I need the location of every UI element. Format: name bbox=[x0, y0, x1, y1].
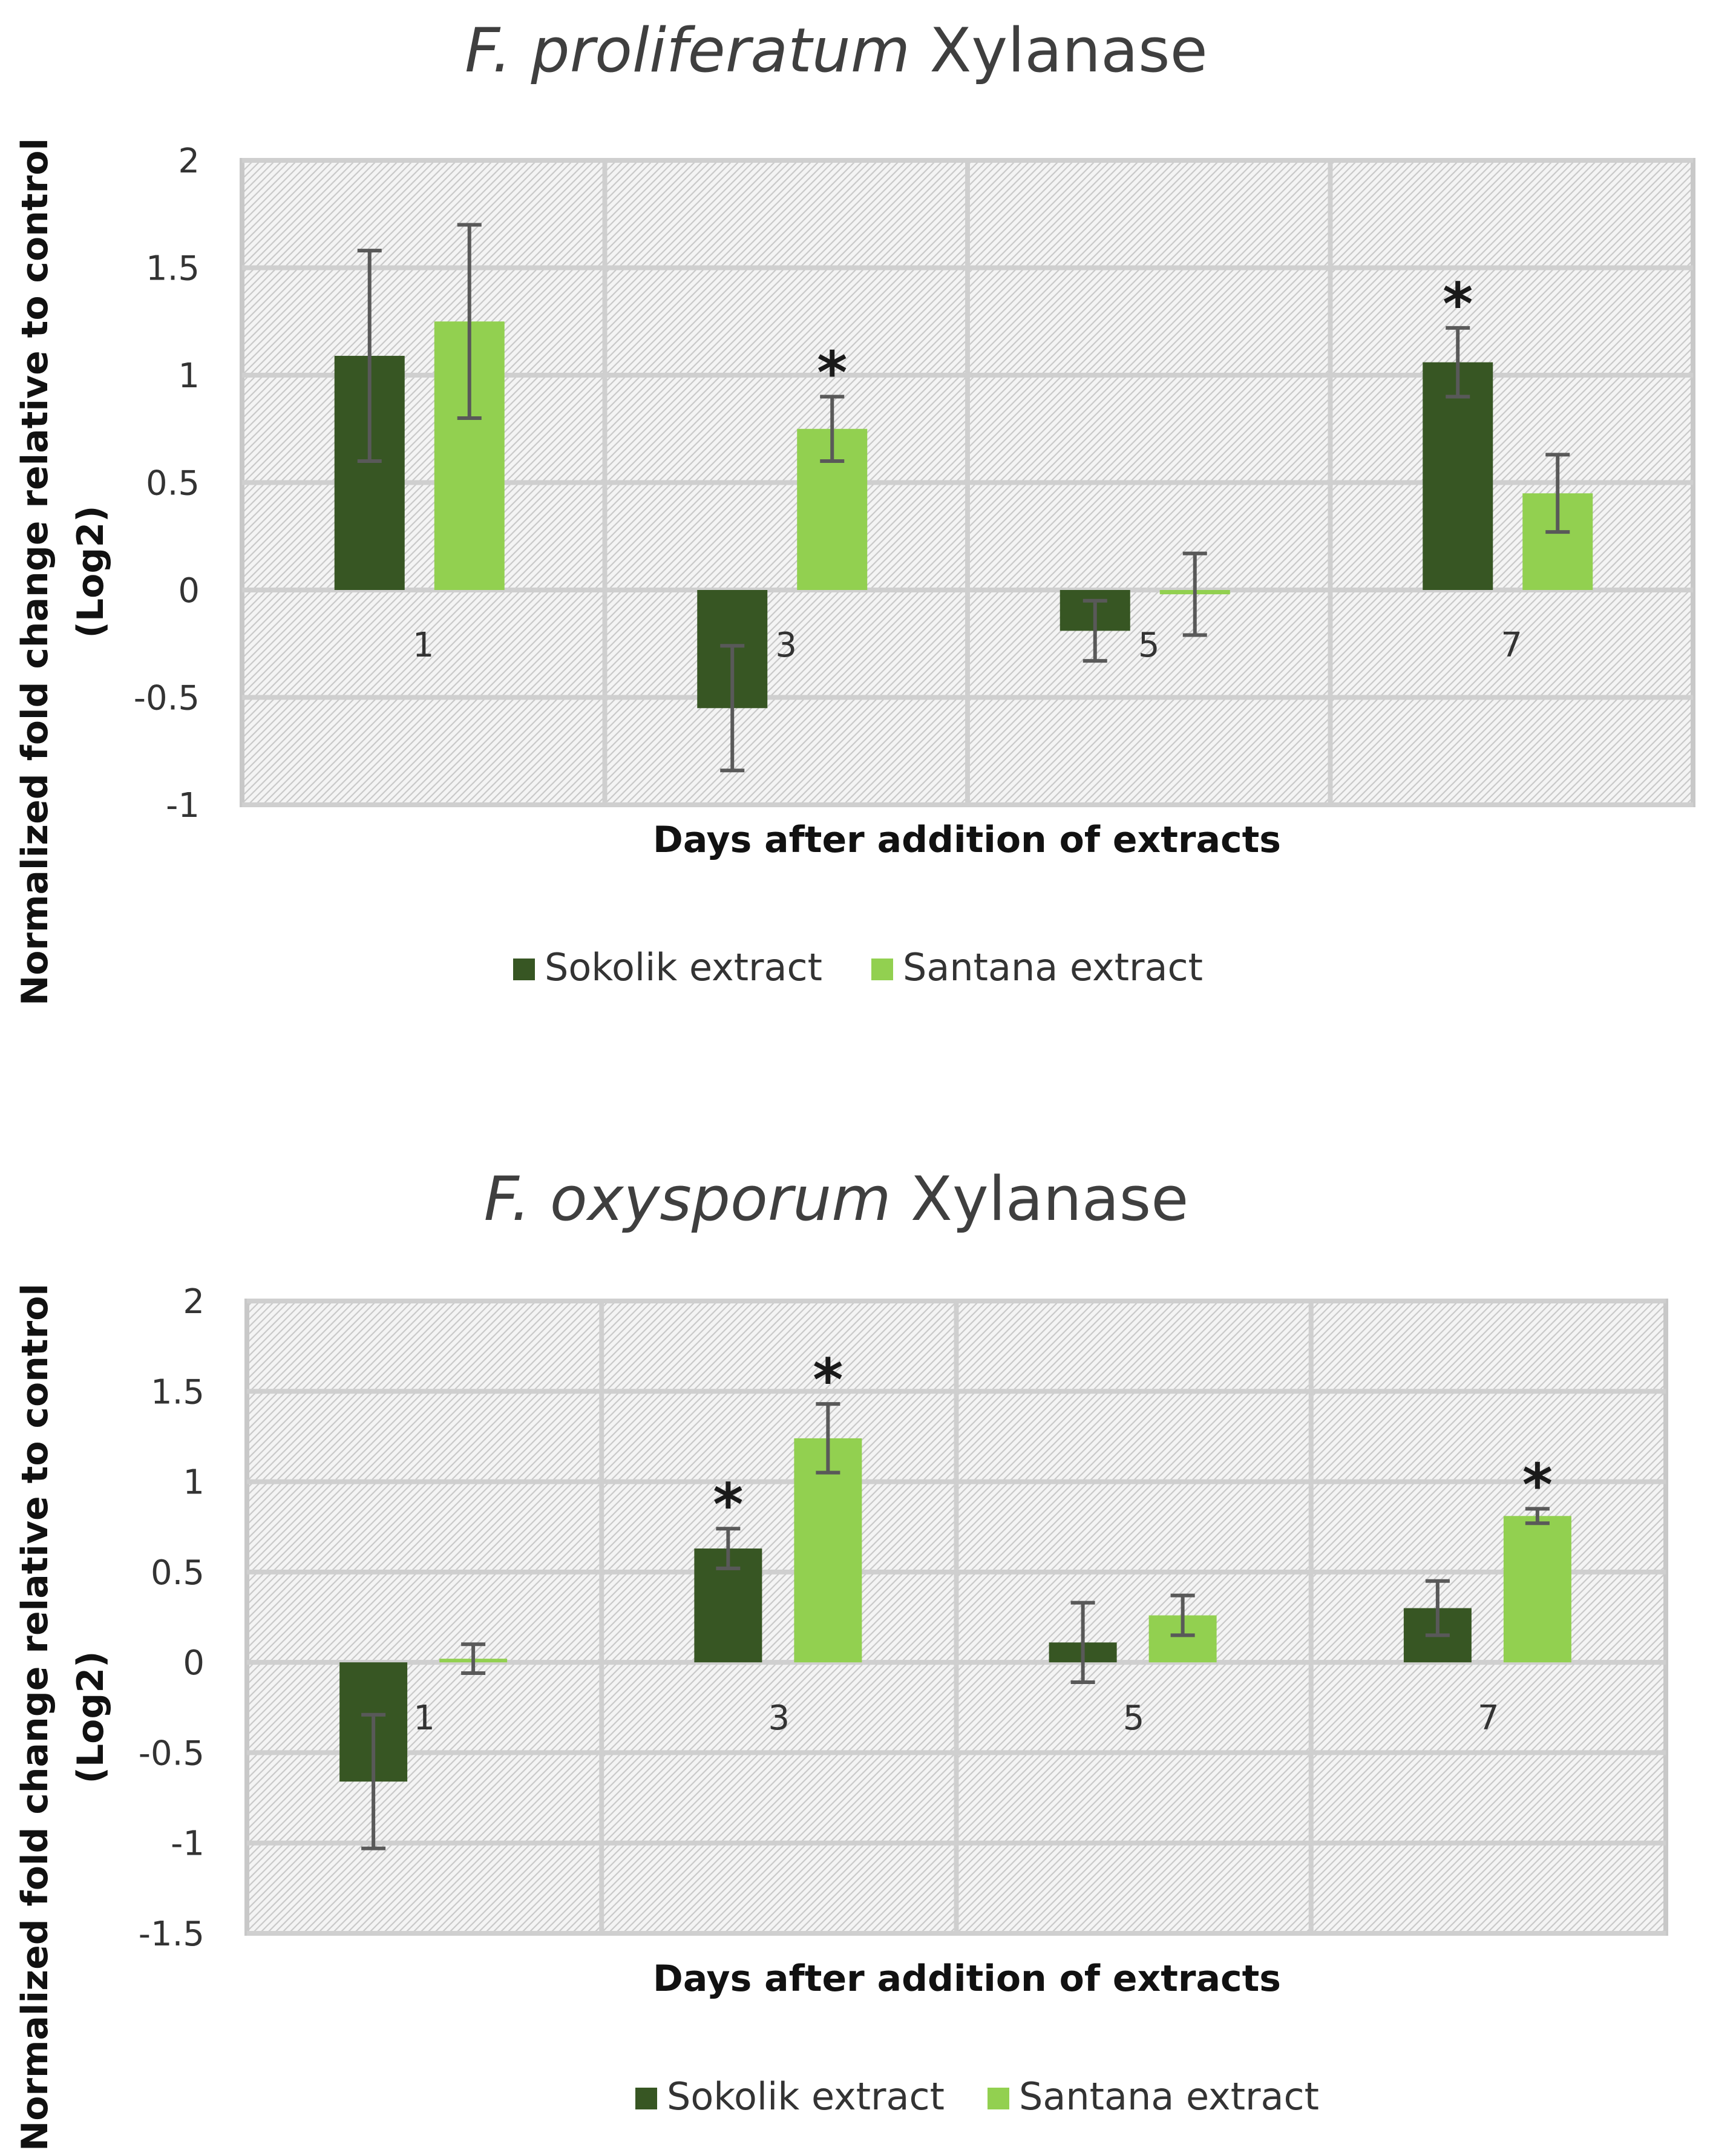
y-tick-label: 2 bbox=[178, 142, 200, 181]
legend-label-santana: Santana extract bbox=[1019, 2074, 1319, 2119]
y-axis-title-line2: (Log2) bbox=[70, 506, 112, 638]
legend-swatch-sokolik bbox=[513, 959, 535, 980]
error-bar bbox=[820, 395, 845, 463]
chart-title-rest: Xylanase bbox=[910, 15, 1208, 86]
x-category-label: 1 bbox=[413, 1699, 435, 1738]
legend-swatch-santana bbox=[988, 2088, 1009, 2109]
y-tick-label: 1.5 bbox=[146, 249, 200, 289]
legend: Sokolik extract Santana extract bbox=[513, 945, 1203, 989]
x-category-label: 7 bbox=[1501, 626, 1522, 665]
error-bar bbox=[361, 1712, 386, 1850]
significance-star: * bbox=[813, 1346, 843, 1414]
y-tick-label: -0.5 bbox=[134, 679, 200, 718]
bar bbox=[1503, 1516, 1571, 1663]
y-tick-label: -1.5 bbox=[139, 1915, 205, 1954]
legend-label-sokolik: Sokolik extract bbox=[545, 945, 822, 989]
error-bar bbox=[1182, 551, 1207, 637]
x-category-label: 5 bbox=[1138, 626, 1160, 665]
x-category-label: 3 bbox=[775, 626, 797, 665]
plot-area: 2 1.5 1 0.5 0 -0.5 -1 * * 1 3 5 7 bbox=[134, 142, 1695, 825]
error-bar bbox=[1170, 1593, 1195, 1637]
plot-area: 2 1.5 1 0.5 0 -0.5 -1 -1.5 * * * 1 3 5 7 bbox=[139, 1282, 1668, 1954]
chart-title: F. oxysporum Xylanase bbox=[484, 1163, 1189, 1234]
error-bar bbox=[716, 1527, 741, 1570]
chart-title-italic: F. oxysporum bbox=[484, 1163, 891, 1234]
y-axis-title: Normalized fold change relative to contr… bbox=[14, 1283, 112, 2151]
y-tick-label: -1 bbox=[166, 786, 200, 825]
x-category-label: 1 bbox=[413, 626, 434, 665]
x-category-label: 5 bbox=[1123, 1699, 1145, 1738]
x-axis-title: Days after addition of extracts bbox=[653, 1958, 1281, 2000]
error-bar bbox=[461, 1642, 486, 1676]
error-bar bbox=[1425, 1579, 1450, 1637]
y-axis-title: Normalized fold change relative to contr… bbox=[14, 138, 112, 1006]
y-tick-label: -0.5 bbox=[139, 1734, 205, 1773]
legend: Sokolik extract Santana extract bbox=[635, 2074, 1319, 2119]
error-bar bbox=[1446, 326, 1470, 399]
y-tick-label: 1.5 bbox=[151, 1372, 205, 1412]
significance-star: * bbox=[1522, 1451, 1553, 1519]
error-bar bbox=[1070, 1601, 1095, 1684]
y-axis-title-line1: Normalized fold change relative to contr… bbox=[14, 1283, 56, 2151]
error-bar bbox=[1545, 453, 1570, 534]
significance-star: * bbox=[1443, 270, 1473, 338]
significance-star: * bbox=[817, 339, 847, 407]
chart-title-italic: F. proliferatum bbox=[465, 15, 910, 86]
bar bbox=[1423, 362, 1493, 590]
legend-swatch-sokolik bbox=[635, 2088, 657, 2109]
error-bar bbox=[1525, 1507, 1550, 1525]
error-bar bbox=[457, 223, 482, 420]
y-tick-label: 0 bbox=[178, 571, 200, 611]
y-tick-label: 2 bbox=[183, 1282, 205, 1322]
chart-title-rest: Xylanase bbox=[891, 1163, 1189, 1234]
y-tick-label: 1 bbox=[183, 1463, 205, 1503]
chart-oxysporum: F. oxysporum Xylanase 2 1.5 1 0.5 0 -0.5 -1 -1.… bbox=[14, 1163, 1668, 2151]
legend-swatch-santana bbox=[871, 959, 893, 980]
x-axis-title: Days after addition of extracts bbox=[653, 819, 1281, 861]
error-bar bbox=[1083, 598, 1107, 663]
x-category-label: 7 bbox=[1478, 1699, 1499, 1738]
y-tick-label: 0 bbox=[183, 1643, 205, 1683]
legend-label-santana: Santana extract bbox=[903, 945, 1203, 989]
bar bbox=[794, 1438, 862, 1663]
error-bar bbox=[357, 249, 382, 463]
error-bar bbox=[720, 644, 745, 773]
chart-proliferatum: F. proliferatum Xylanase 2 1.5 1 0.5 0 -0.5 -1… bbox=[14, 15, 1695, 1006]
legend-label-sokolik: Sokolik extract bbox=[667, 2074, 945, 2119]
y-tick-label: 0.5 bbox=[151, 1553, 205, 1593]
y-tick-label: 0.5 bbox=[146, 464, 200, 503]
significance-star: * bbox=[713, 1471, 743, 1539]
chart-title: F. proliferatum Xylanase bbox=[465, 15, 1208, 86]
y-tick-label: -1 bbox=[171, 1824, 205, 1864]
error-bar bbox=[816, 1402, 840, 1475]
y-axis-title-line1: Normalized fold change relative to contr… bbox=[14, 138, 56, 1006]
y-axis-title-line2: (Log2) bbox=[70, 1651, 112, 1784]
y-tick-label: 1 bbox=[178, 356, 200, 396]
x-category-label: 3 bbox=[768, 1699, 790, 1738]
